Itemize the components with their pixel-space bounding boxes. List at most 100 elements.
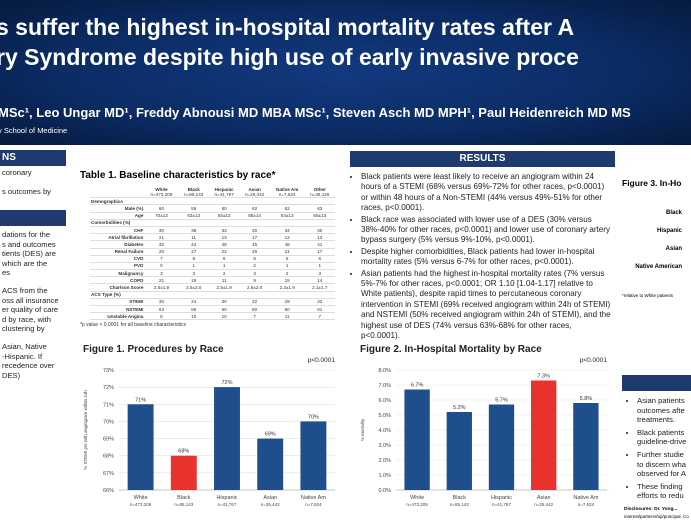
cell: 30 [144, 226, 179, 235]
cell: 6 [304, 255, 335, 263]
annotation: p<0.0001 [580, 357, 608, 364]
cell: 1 [178, 262, 209, 271]
cell: 12 [269, 233, 305, 242]
left-text: dations for the s and outcomes tients (DES… [2, 230, 59, 380]
text-line: Asian patients [637, 396, 685, 405]
header-cell: Hispanic n=41,767 [208, 186, 240, 199]
cell: 30 [144, 298, 179, 307]
cell: 66 [178, 305, 209, 314]
row-label: ACS Type (%) [90, 291, 335, 299]
cell: 11 [269, 312, 305, 321]
cell: 2.5±2.0 [178, 283, 209, 292]
text-line [2, 178, 51, 188]
cell: 38 [178, 226, 209, 235]
cell: 41 [304, 240, 335, 249]
y-tick-label: 8.0% [378, 368, 391, 374]
annotation: p<0.0001 [308, 357, 336, 364]
bar [404, 389, 430, 490]
text-line: outcomes afte [637, 405, 685, 415]
cell: 9 [239, 276, 270, 285]
row-label: COPD [90, 276, 145, 285]
bullet: Black race was associated with lower use… [361, 215, 612, 246]
header-cell: Native Am n=7,524 [269, 186, 305, 199]
row-label: Asian [665, 246, 682, 252]
table-row: Charlson Score 2.5±1.9 2.5±2.0 2.5±1.9 2.5±2… [90, 283, 335, 292]
cell: 2.5±2.0 [239, 283, 270, 292]
y-tick-label: 2.0% [378, 458, 391, 464]
cell: 1 [208, 262, 240, 271]
value-label: 7.3% [537, 374, 550, 380]
y-tick-label: 6.0% [378, 398, 391, 404]
cell: 34 [269, 226, 305, 235]
x-tick-label: Hispanic [491, 495, 512, 501]
cell: 14 [304, 276, 335, 285]
x-tick-label: White [410, 495, 424, 501]
text-line: -Hispanic. If [2, 351, 43, 361]
y-tick-label: 4.0% [378, 428, 391, 434]
cell: 7 [304, 312, 335, 321]
chart-title: Figure 2. In-Hospital Mortality by Race [360, 344, 542, 355]
y-tick-label: 69% [103, 437, 114, 443]
table: White n=473,209 Black n=85,143 Hispanic n=41,… [90, 186, 335, 321]
cell: 3 [178, 269, 209, 278]
bullet-list: Black patients were least likely to rece… [350, 172, 612, 342]
cell: 3 [239, 269, 270, 278]
bar [300, 421, 327, 490]
cell: 22 [208, 248, 240, 256]
row-label: Male (%) [90, 204, 145, 213]
section-heading: RESULTS [350, 151, 615, 167]
row-label: NSTEMI [90, 305, 145, 314]
column-n: n=41,767 [214, 191, 234, 197]
cell: 3 [144, 269, 179, 278]
y-tick-label: 0.0% [378, 488, 391, 494]
cell: 32 [144, 240, 179, 249]
column-n: n=85,143 [184, 191, 204, 197]
text-line: Black patients [637, 427, 685, 437]
cell: 10 [208, 312, 240, 321]
table-row: Atrial fibrillation 21 11 13 17 12 13 [90, 233, 335, 242]
text-line: d by race, with [2, 314, 51, 324]
title-line: s suffer the highest in-hospital mortali… [0, 14, 575, 40]
section-band [0, 210, 66, 226]
x-tick-note: n=41,767 [492, 502, 511, 507]
x-tick-label: Asian [537, 495, 551, 501]
column-name: White [155, 186, 168, 192]
column-n: n=473,209 [150, 191, 173, 197]
text-line: s and outcomes [2, 239, 56, 249]
cell: 48 [208, 240, 240, 249]
x-tick-note: n=473,209 [406, 502, 428, 507]
table-row: Comorbidities (%) [90, 219, 335, 227]
table-row: Male (%) 60 55 60 62 62 63 [90, 204, 335, 213]
cell: 65±13 [208, 212, 240, 220]
left-text: coronary s outcomes by [2, 168, 51, 197]
cell: 21 [269, 248, 305, 256]
cell: 6 [208, 255, 240, 263]
cell: 11 [208, 276, 240, 285]
table-row: PVD 0 1 1 2 1 1 [90, 262, 335, 271]
bullet: Black patients were least likely to rece… [361, 172, 612, 214]
cell: 61 [304, 305, 335, 314]
authors: MSc¹, Leo Ungar MD¹, Freddy Abnousi MD M… [0, 105, 631, 120]
table-row: Demographics [90, 197, 335, 206]
results-text: Black patients were least likely to rece… [350, 172, 612, 343]
table-row: ACS Type (%) [90, 291, 335, 299]
disclosure: Disclosures: Dr. Yong... [624, 507, 678, 512]
y-tick-label: 71% [103, 402, 114, 408]
y-tick-label: 7.0% [378, 383, 391, 389]
row-label: CHF [90, 226, 145, 235]
x-tick-note: n=85,143 [174, 502, 193, 507]
cell: 2.5±1.9 [208, 283, 240, 292]
affiliation: y School of Medicine [0, 126, 68, 135]
text-line: recedence over [2, 361, 55, 371]
row-label: Renal Failure [90, 248, 145, 256]
x-tick-note: n=26,442 [534, 502, 553, 507]
table-row: Age 70±13 63±13 65±13 68±14 64±13 65±13 [90, 212, 335, 220]
section-band [622, 375, 691, 391]
x-tick-note: n=7,524 [305, 502, 322, 507]
figure-3-labels: Black Hispanic Asian Native American [622, 210, 682, 282]
column-n: n=7,524 [278, 191, 296, 197]
cell: 60 [208, 305, 240, 314]
cell: 32 [239, 298, 270, 307]
table-wrap: White n=473,209 Black n=85,143 Hispanic n=41,… [90, 186, 335, 321]
